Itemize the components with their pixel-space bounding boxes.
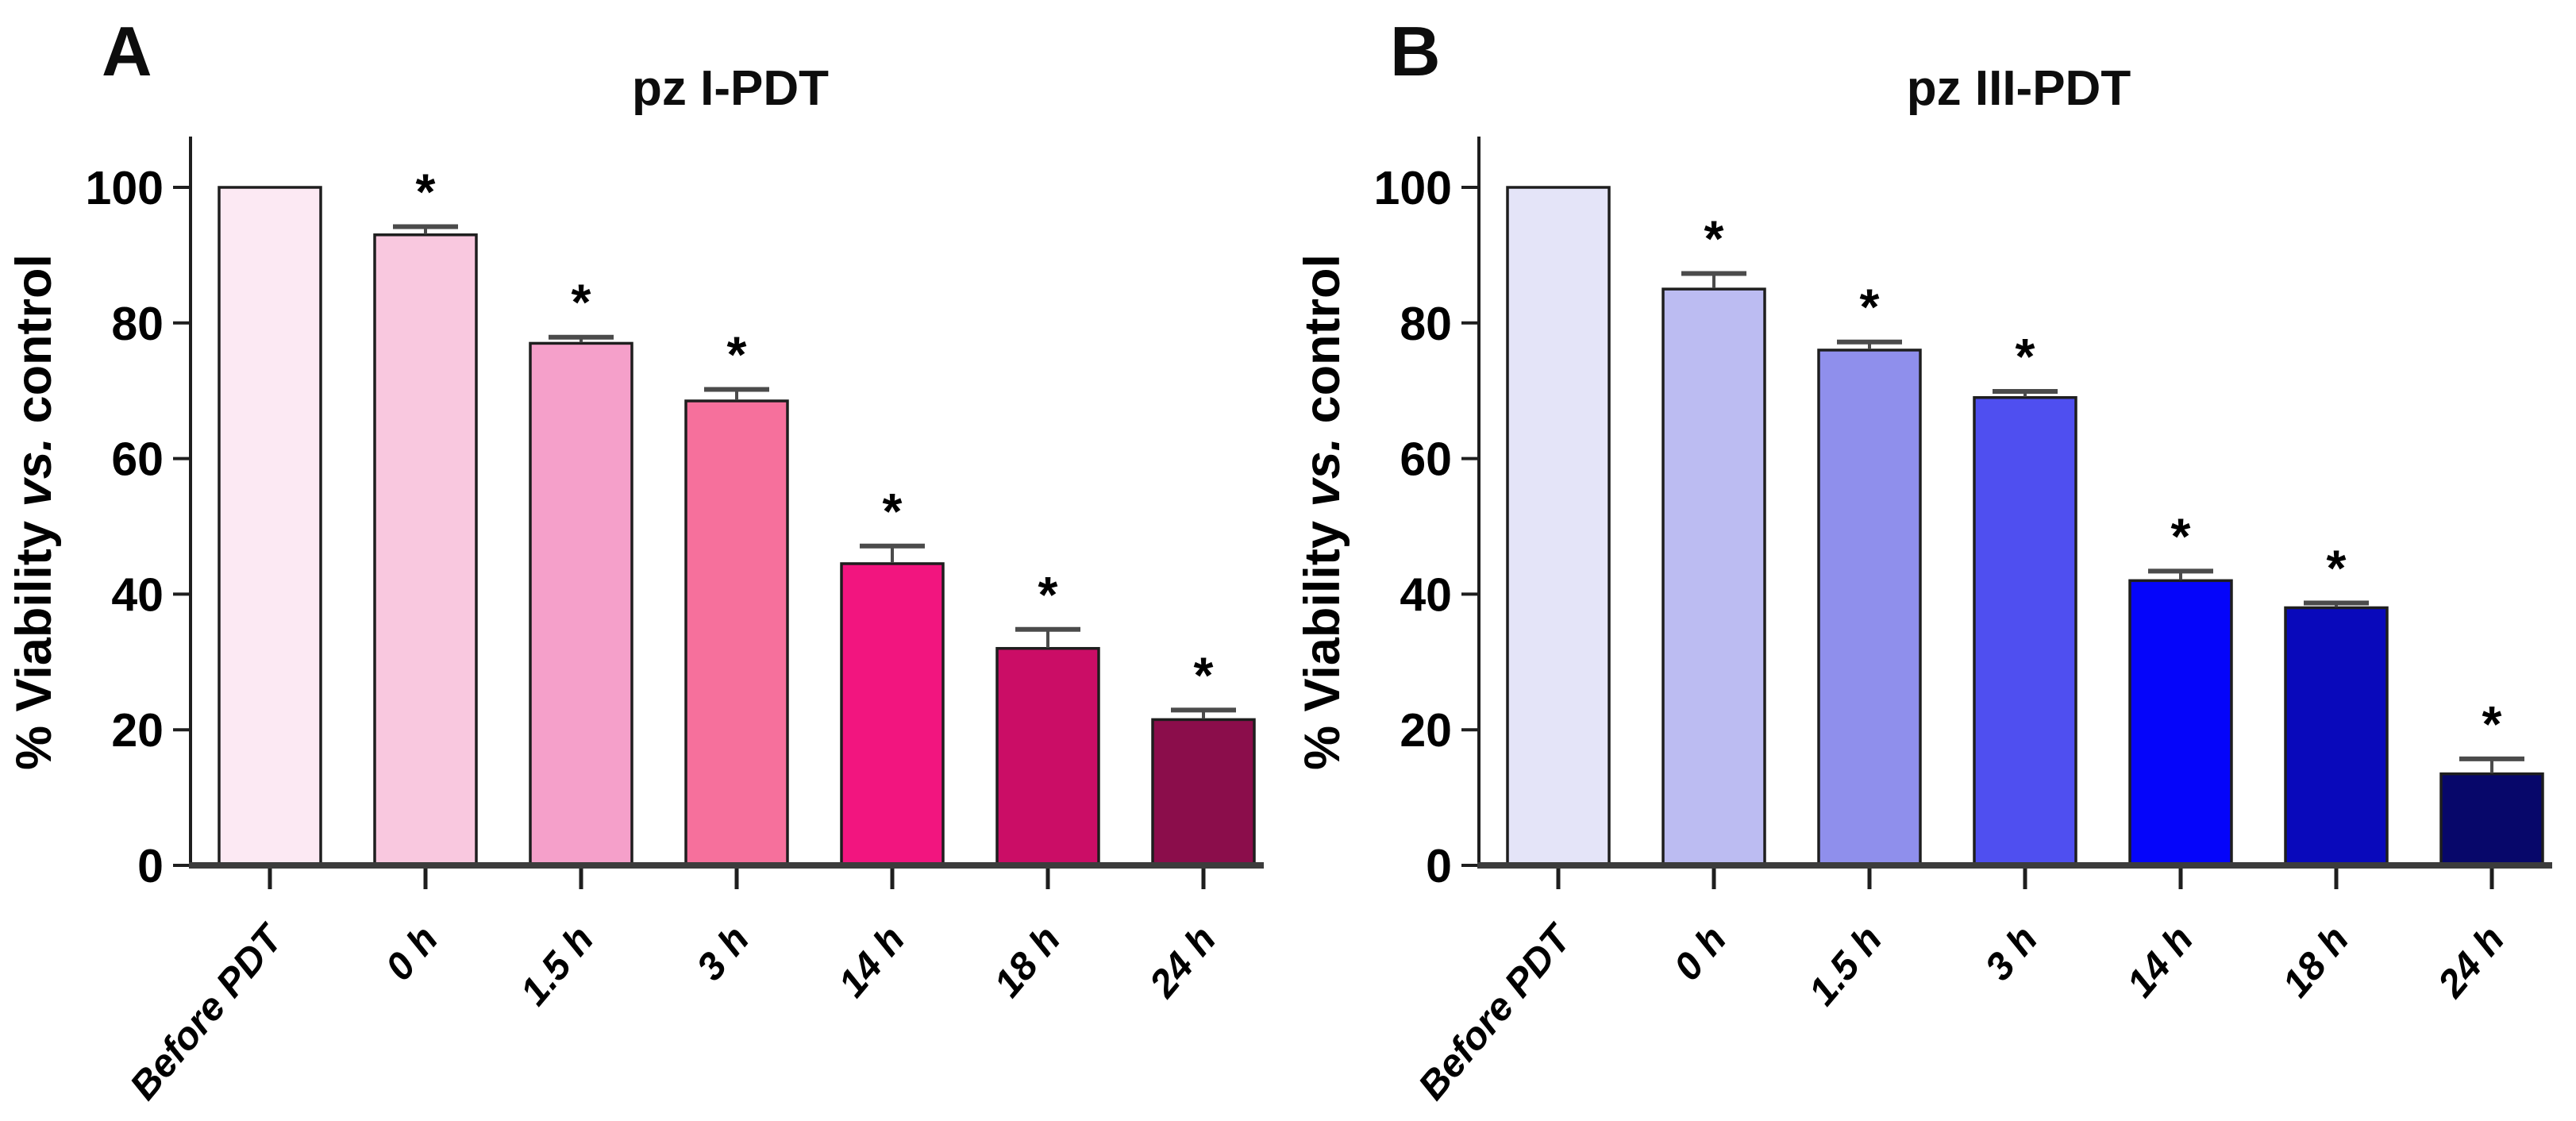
bar-14-h	[2128, 579, 2233, 867]
y-tick-label-0: 0	[1426, 840, 1452, 892]
bar-24-h	[1151, 718, 1256, 867]
bar-18-h	[995, 646, 1100, 867]
significance-star-4: *	[883, 483, 903, 540]
y-tick-label-40: 40	[1400, 568, 1452, 621]
bar-1.5-h	[1817, 349, 1922, 867]
panel-a: A pz I-PDT 0 20 40 60 80 100 Before PDT * 0 h * 1.…	[6, 12, 1264, 1108]
x-label-0: Before PDT	[1411, 915, 1581, 1108]
bar-18-h	[2284, 606, 2389, 867]
panel-a-chart: 0 20 40 60 80 100 Before PDT * 0 h * 1.5 h * 3 h * 14 …	[6, 137, 1264, 1108]
significance-star-6: *	[1194, 646, 1214, 703]
bar-before-pdt	[218, 186, 322, 867]
significance-star-6: *	[2482, 695, 2502, 753]
y-tick-label-60: 60	[111, 433, 164, 486]
y-tick-label-0: 0	[137, 840, 164, 892]
bar-0-h	[373, 233, 478, 867]
panel-a-title: pz I-PDT	[632, 61, 829, 116]
x-label-0: Before PDT	[122, 915, 293, 1108]
x-label-1: 0 h	[1666, 918, 1735, 988]
x-label-5: 18 h	[2274, 918, 2357, 1005]
significance-star-3: *	[727, 326, 747, 383]
y-tick-label-80: 80	[1400, 298, 1452, 350]
y-tick-label-100: 100	[86, 162, 164, 214]
bar-14-h	[840, 562, 945, 867]
bar-3-h	[1973, 395, 2077, 867]
significance-star-5: *	[1038, 566, 1058, 623]
x-label-3: 3 h	[689, 918, 758, 988]
significance-star-2: *	[572, 274, 591, 331]
significance-star-4: *	[2171, 507, 2191, 564]
y-axis-title: % Viability vs. control	[1295, 254, 1350, 770]
bar-3-h	[684, 399, 789, 867]
significance-star-3: *	[2016, 328, 2035, 385]
y-tick-label-20: 20	[111, 704, 164, 757]
y-tick-label-20: 20	[1400, 704, 1452, 757]
x-label-6: 24 h	[2429, 918, 2512, 1006]
significance-star-5: *	[2327, 540, 2347, 597]
y-tick-label-60: 60	[1400, 433, 1452, 486]
significance-star-1: *	[416, 164, 436, 221]
x-label-2: 1.5 h	[512, 918, 602, 1013]
x-label-6: 24 h	[1141, 918, 1224, 1006]
bar-24-h	[2439, 772, 2544, 867]
x-label-1: 0 h	[378, 918, 447, 988]
y-tick-label-100: 100	[1374, 162, 1452, 214]
x-label-3: 3 h	[1977, 918, 2047, 988]
significance-star-1: *	[1704, 210, 1724, 267]
panel-a-letter: A	[102, 12, 153, 91]
panel-b-letter: B	[1390, 12, 1442, 91]
x-label-4: 14 h	[830, 918, 913, 1005]
y-tick-label-40: 40	[111, 568, 164, 621]
y-tick-label-80: 80	[111, 298, 164, 350]
panel-b-title: pz III-PDT	[1906, 61, 2131, 116]
bar-before-pdt	[1506, 186, 1611, 867]
panel-b-chart: 0 20 40 60 80 100 Before PDT * 0 h * 1.5 h * 3 h * 14 …	[1295, 137, 2552, 1108]
x-label-5: 18 h	[986, 918, 1069, 1005]
bar-0-h	[1662, 287, 1766, 867]
x-label-2: 1.5 h	[1800, 918, 1890, 1013]
y-axis-title: % Viability vs. control	[6, 254, 62, 770]
x-label-4: 14 h	[2119, 918, 2201, 1005]
bar-1.5-h	[529, 341, 633, 867]
significance-star-2: *	[1860, 279, 1880, 336]
panel-b: B pz III-PDT 0 20 40 60 80 100 Before PDT * 0 h *…	[1288, 0, 2576, 1121]
